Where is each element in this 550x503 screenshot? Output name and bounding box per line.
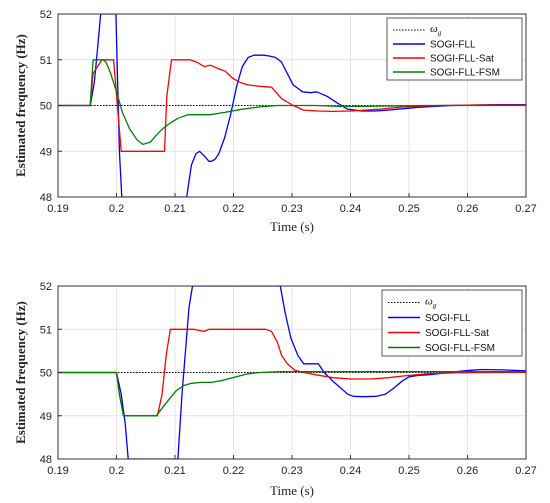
x-tick-label: 0.27 [515, 203, 536, 215]
x-tick-label: 0.23 [281, 465, 302, 477]
legend: ωg SOGI-FLL SOGI-FLL-Sat SOGI-FLL-FSM [381, 289, 523, 357]
y-tick-label: 49 [40, 411, 52, 423]
legend-entry-label: SOGI-FLL-FSM [425, 343, 495, 354]
legend-entry-label: SOGI-FLL-Sat [425, 328, 489, 339]
y-tick-label: 51 [40, 55, 52, 67]
series-line-sogi-fll-sat [58, 59, 526, 152]
x-axis-label: Time (s) [270, 483, 314, 498]
x-tick-label: 0.25 [398, 465, 419, 477]
x-tick-label: 0.23 [281, 203, 302, 215]
series-line-sogi-fll [58, 14, 526, 197]
series-line-sogi-fll-fsm [58, 59, 526, 146]
legend-entry-label: SOGI-FLL-Sat [430, 54, 494, 65]
legend-entry-label: ωg [425, 296, 437, 310]
x-tick-label: 0.21 [164, 203, 185, 215]
x-tick-label: 0.19 [47, 203, 68, 215]
x-tick-label: 0.22 [223, 203, 244, 215]
x-tick-label: 0.25 [398, 203, 419, 215]
y-tick-label: 48 [40, 454, 52, 466]
x-axis-label: Time (s) [270, 219, 314, 234]
series-line-sogi-fll-fsm [58, 370, 526, 417]
y-tick-label: 51 [40, 324, 52, 336]
y-tick-label: 49 [40, 146, 52, 158]
legend-entry-label: SOGI-FLL-FSM [430, 68, 500, 79]
y-tick-label: 52 [40, 281, 52, 293]
chart-panel-2: 0.19 0.2 0.21 0.22 0.23 0.24 0.25 0.26 0.27 48 49 5… [13, 281, 537, 498]
legend-entry-label: ωg [430, 23, 442, 37]
x-tick-label: 0.21 [164, 465, 185, 477]
x-tick-label: 0.26 [457, 203, 478, 215]
chart-panel-1: 0.19 0.2 0.21 0.22 0.23 0.24 0.25 0.26 0.27 48 49 5… [13, 9, 537, 234]
x-tick-label: 0.27 [515, 465, 536, 477]
x-tick-label: 0.2 [109, 203, 124, 215]
legend-box [381, 289, 523, 357]
legend: ωg SOGI-FLL SOGI-FLL-Sat SOGI-FLL-FSM [386, 17, 523, 81]
x-tick-label: 0.19 [47, 465, 68, 477]
legend-entry-label: SOGI-FLL [425, 313, 471, 324]
legend-box [386, 17, 523, 81]
y-tick-label: 50 [40, 368, 52, 380]
x-tick-label: 0.2 [109, 465, 124, 477]
series-line-sogi-fll-sat [58, 328, 526, 417]
legend-entry-label: SOGI-FLL [430, 40, 476, 51]
y-tick-label: 48 [40, 192, 52, 204]
x-tick-label: 0.26 [457, 465, 478, 477]
x-tick-label: 0.24 [340, 465, 361, 477]
y-axis-label: Estimated frequency (Hz) [13, 301, 28, 444]
y-tick-label: 50 [40, 101, 52, 113]
x-tick-label: 0.22 [223, 465, 244, 477]
y-tick-label: 52 [40, 9, 52, 21]
y-axis-label: Estimated frequency (Hz) [13, 34, 28, 177]
x-tick-label: 0.24 [340, 203, 361, 215]
